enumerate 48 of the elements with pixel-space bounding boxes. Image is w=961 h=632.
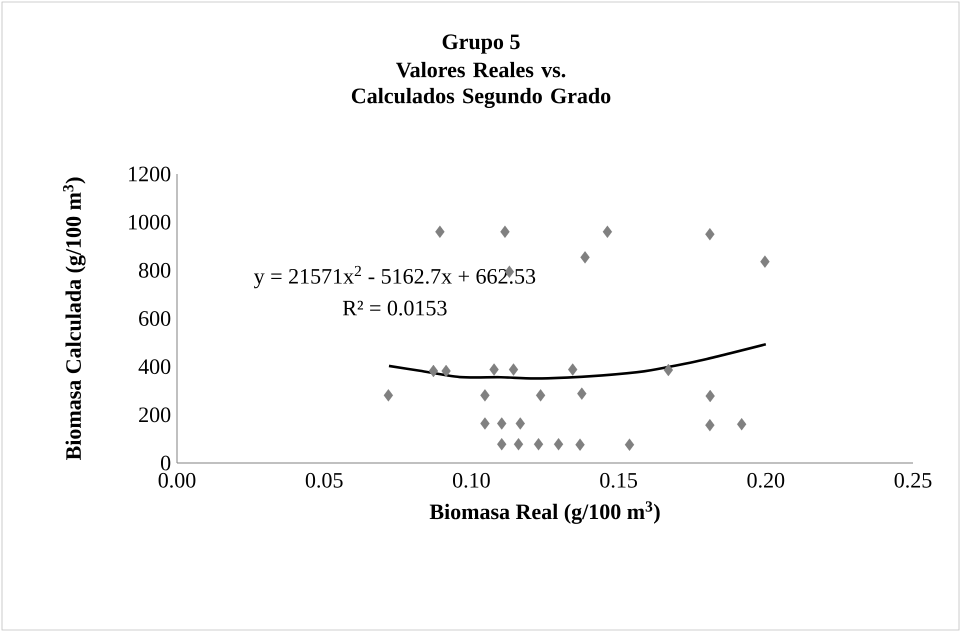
point [536, 389, 546, 402]
point [384, 389, 394, 402]
point [705, 228, 715, 240]
point [568, 363, 578, 376]
point [580, 251, 590, 264]
point [736, 418, 746, 430]
x-axis-title: Biomasa Real (g/100 m$^{3}$) [430, 501, 660, 524]
chart-subtitle: Valores Reales vs. Calculados Segundo Grado [352, 62, 610, 108]
point [497, 438, 506, 450]
point [480, 417, 490, 430]
point [602, 226, 612, 238]
point [516, 417, 525, 430]
point [624, 438, 634, 451]
y-tick-label: 1000 [129, 214, 170, 230]
point [441, 364, 451, 378]
x-tick-label: 0.05 [306, 472, 343, 488]
y-tick-label: 600 [139, 311, 170, 326]
annotation: R² = 0.0153 [342, 300, 447, 316]
point [480, 389, 490, 402]
x-tick-label: 0.20 [747, 472, 784, 488]
point [534, 438, 544, 450]
point [489, 363, 499, 376]
y-tick-label: 400 [138, 359, 170, 374]
point [428, 364, 438, 378]
chart-title: Grupo 5 [442, 34, 520, 54]
point [705, 418, 715, 432]
x-tick-label: 0.00 [158, 472, 196, 488]
point [508, 363, 518, 376]
point [500, 226, 510, 238]
x-tick-label: 0.15 [600, 472, 637, 488]
point [664, 364, 674, 376]
y-tick-label: 1200 [129, 166, 170, 182]
point [705, 390, 715, 402]
y-tick-label: 800 [138, 262, 170, 278]
x-tick-label: 0.10 [453, 472, 490, 488]
y-tick-label: 200 [139, 407, 170, 422]
point [435, 226, 445, 238]
y-axis-title: Biomasa Calculada (g/100 m$^{3}$) [63, 178, 86, 460]
line-series [388, 342, 768, 380]
point [554, 438, 564, 450]
annotation: y = 21571x$^{2}$ - 5162.7x + 662.53 [254, 266, 536, 288]
y-tick-label: 0 [160, 456, 170, 470]
point [497, 417, 506, 430]
point [514, 438, 524, 450]
x-tick-label: 0.25 [894, 472, 932, 488]
point [575, 438, 585, 451]
point [760, 255, 770, 268]
point [577, 387, 587, 400]
